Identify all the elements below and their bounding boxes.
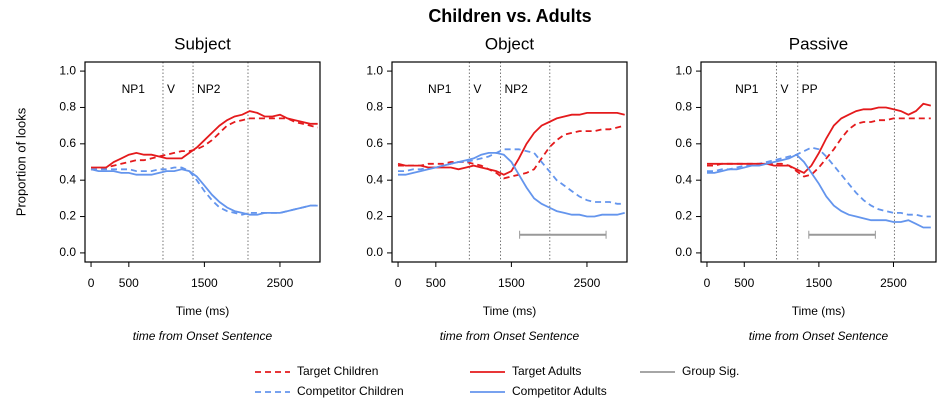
x-tick-label: 2500 <box>267 276 294 290</box>
y-tick-label: 0.6 <box>59 136 76 150</box>
y-tick-label: 0.2 <box>366 209 383 223</box>
series-line <box>91 117 318 171</box>
x-tick-label: 500 <box>119 276 139 290</box>
y-tick-label: 0.8 <box>366 100 383 114</box>
y-tick-label: 1.0 <box>59 63 76 77</box>
region-label: NP1 <box>122 82 146 96</box>
x-axis-label: Time (ms) <box>483 304 537 318</box>
panel-title: Object <box>485 34 534 53</box>
y-tick-label: 0.8 <box>59 100 76 114</box>
plot-frame <box>391 61 628 263</box>
y-tick-label: 0.8 <box>675 100 692 114</box>
y-tick-label: 0.0 <box>675 245 692 259</box>
y-tick-label: 0.2 <box>59 209 76 223</box>
series-line <box>398 152 625 218</box>
x-tick-label: 2500 <box>574 276 601 290</box>
x-axis-note: time from Onset Sentence <box>749 329 889 343</box>
y-tick-label: 1.0 <box>675 63 692 77</box>
y-tick-label: 0.4 <box>59 172 76 186</box>
y-tick-label: 0.0 <box>59 245 76 259</box>
x-tick-label: 1500 <box>498 276 525 290</box>
y-axis-label: Proportion of looks <box>13 107 28 216</box>
series-line <box>707 117 931 178</box>
plot-frame <box>700 61 937 263</box>
panel-title: Subject <box>174 34 231 53</box>
legend-label: Competitor Adults <box>512 384 607 398</box>
y-tick-label: 0.0 <box>366 245 383 259</box>
series-line <box>91 166 318 216</box>
y-tick-label: 0.4 <box>366 172 383 186</box>
region-label: V <box>473 82 481 96</box>
y-tick-label: 0.2 <box>675 209 692 223</box>
x-tick-label: 1500 <box>806 276 833 290</box>
legend-label: Target Children <box>297 364 378 378</box>
x-axis-label: Time (ms) <box>176 304 230 318</box>
region-label: PP <box>802 82 818 96</box>
y-tick-label: 0.4 <box>675 172 692 186</box>
region-label: NP2 <box>505 82 529 96</box>
x-tick-label: 0 <box>88 276 95 290</box>
y-tick-label: 1.0 <box>366 63 383 77</box>
plot-frame <box>84 61 321 263</box>
x-axis-label: Time (ms) <box>792 304 846 318</box>
region-label: V <box>780 82 788 96</box>
legend-label: Target Adults <box>512 364 581 378</box>
x-axis-note: time from Onset Sentence <box>440 329 580 343</box>
series-line <box>398 124 625 180</box>
region-label: NP1 <box>735 82 759 96</box>
series-line <box>398 148 625 205</box>
series-line <box>91 110 318 169</box>
x-tick-label: 1500 <box>191 276 218 290</box>
x-tick-label: 0 <box>395 276 402 290</box>
x-tick-label: 0 <box>704 276 711 290</box>
y-tick-label: 0.6 <box>366 136 383 150</box>
x-axis-note: time from Onset Sentence <box>133 329 273 343</box>
region-label: V <box>167 82 175 96</box>
series-line <box>90 168 318 216</box>
y-tick-label: 0.6 <box>675 136 692 150</box>
region-label: NP2 <box>197 82 221 96</box>
series-line <box>397 112 625 176</box>
legend-label: Competitor Children <box>297 384 404 398</box>
panel-title: Passive <box>789 34 849 53</box>
x-tick-label: 500 <box>426 276 446 290</box>
series-line <box>707 146 931 218</box>
figure-title: Children vs. Adults <box>428 6 591 26</box>
series-line <box>707 153 931 229</box>
x-tick-label: 2500 <box>880 276 907 290</box>
region-label: NP1 <box>428 82 452 96</box>
legend-label: Group Sig. <box>682 364 739 378</box>
series-line <box>707 102 932 174</box>
x-tick-label: 500 <box>734 276 754 290</box>
